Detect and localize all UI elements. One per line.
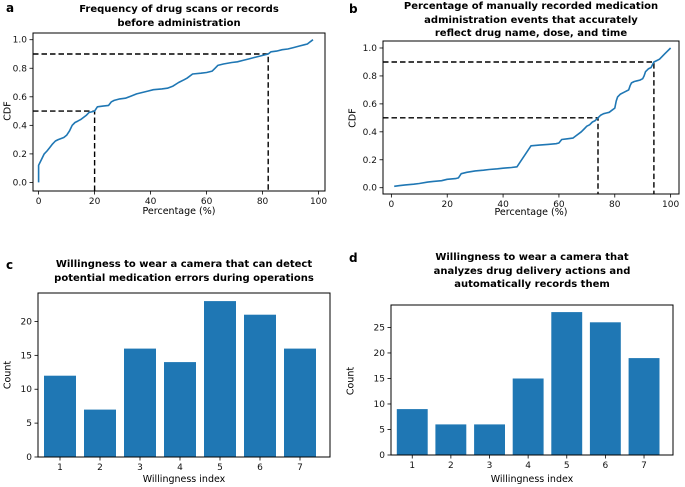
guide-dashed-0.5 [383, 117, 599, 194]
panel-d: d Willingness to wear a camera that anal… [343, 244, 685, 487]
panel-c: c Willingness to wear a camera that can … [0, 244, 342, 487]
x-tick-label: 5 [217, 463, 223, 473]
y-tick-label: 0 [379, 451, 385, 461]
bar-4 [512, 378, 544, 455]
x-tick-label: 40 [497, 200, 509, 210]
bar-6 [589, 322, 621, 455]
y-tick-label: 20 [21, 317, 33, 327]
x-tick-label: 7 [641, 461, 647, 471]
bar-3 [474, 424, 505, 455]
panel-d-xlabel: Willingness index [490, 474, 574, 485]
y-tick-label: 5 [379, 425, 385, 435]
panel-c-title: Willingness to wear a camera that can de… [54, 259, 314, 284]
x-tick-label: 6 [603, 461, 609, 471]
y-tick-label: 0.6 [363, 100, 378, 110]
x-tick-label: 20 [441, 200, 453, 210]
panel-c-plot: 1 2 3 4 5 6 7 0 5 10 15 20 [21, 292, 331, 473]
y-tick-label: 0.6 [13, 93, 28, 103]
panel-d-plot: 1 2 3 4 5 6 7 0 5 10 15 20 25 [374, 304, 674, 471]
y-tick-label: 0.0 [363, 184, 378, 194]
y-tick-label: 0 [26, 453, 32, 463]
x-tick-label: 3 [487, 461, 493, 471]
panel-a: a Frequency of drug scans or records bef… [0, 0, 342, 243]
panel-b-title: Percentage of manually recorded medicati… [403, 1, 659, 39]
panel-a-letter: a [6, 1, 15, 15]
guide-dashed-0.9 [33, 53, 269, 191]
axes-frame [32, 32, 326, 192]
panel-b: b Percentage of manually recorded medica… [343, 0, 685, 243]
cdf-line [394, 47, 672, 188]
x-tick-label: 80 [609, 200, 621, 210]
y-tick-label: 0.4 [13, 121, 28, 131]
y-tick-label: 0.8 [13, 64, 28, 74]
guide-dashed-0.9 [383, 61, 655, 194]
y-tick-label: 20 [374, 349, 386, 359]
y-tick-label: 5 [26, 419, 32, 429]
bar-5 [204, 301, 236, 457]
panel-a-plot: 0 20 40 60 80 100 0.0 0.2 0.4 0.6 0.8 1.0 [13, 32, 327, 207]
y-tick-label: 0.2 [363, 156, 377, 166]
y-tick-label: 0.2 [13, 150, 27, 160]
x-tick-label: 60 [553, 200, 565, 210]
x-tick-label: 40 [145, 197, 157, 207]
panel-c-xlabel: Willingness index [142, 474, 226, 485]
y-tick-label: 1.0 [363, 44, 378, 54]
bar-4 [164, 362, 196, 457]
x-tick-label: 4 [525, 461, 531, 471]
axes-frame [390, 304, 674, 456]
y-tick-label: 10 [374, 400, 386, 410]
x-tick-label: 5 [564, 461, 570, 471]
axes-frame [382, 40, 680, 195]
y-tick-label: 0.4 [363, 128, 378, 138]
x-tick-label: 60 [201, 197, 213, 207]
panel-d-title: Willingness to wear a camera that analyz… [433, 252, 631, 290]
guide-dashed-0.5 [33, 110, 96, 191]
x-tick-label: 80 [257, 197, 269, 207]
y-tick-label: 1.0 [13, 36, 28, 46]
x-tick-label: 2 [448, 461, 454, 471]
bar-3 [124, 348, 156, 457]
x-tick-label: 1 [409, 461, 415, 471]
bar-1 [44, 375, 76, 457]
panel-d-letter: d [349, 251, 358, 265]
bar-7 [628, 358, 660, 455]
x-tick-label: 0 [389, 200, 395, 210]
y-tick-label: 15 [374, 374, 385, 384]
bar-1 [396, 409, 428, 455]
bar-6 [244, 314, 276, 457]
x-tick-label: 0 [36, 197, 42, 207]
x-tick-label: 2 [97, 463, 103, 473]
bar-2 [435, 424, 467, 455]
x-tick-label: 3 [137, 463, 143, 473]
y-tick-label: 15 [21, 351, 32, 361]
axes-frame [37, 292, 331, 458]
x-tick-label: 7 [297, 463, 303, 473]
bar-7 [284, 348, 316, 457]
panel-b-letter: b [349, 2, 358, 16]
x-tick-label: 4 [177, 463, 183, 473]
panel-a-title: Frequency of drug scans or records befor… [79, 4, 279, 29]
bar-5 [551, 312, 583, 455]
y-tick-label: 10 [21, 385, 33, 395]
x-tick-label: 100 [310, 197, 327, 207]
y-tick-label: 25 [374, 323, 385, 333]
x-tick-label: 100 [662, 200, 679, 210]
x-tick-label: 6 [257, 463, 263, 473]
panel-b-xlabel: Percentage (%) [494, 207, 568, 218]
y-tick-label: 0.8 [363, 72, 378, 82]
panel-b-plot: 0 20 40 60 80 100 0.0 0.2 0.4 0.6 0.8 1.0 [363, 40, 680, 210]
panel-a-xlabel: Percentage (%) [142, 206, 216, 217]
panel-c-letter: c [6, 258, 14, 272]
x-tick-label: 20 [89, 197, 101, 207]
cdf-line [37, 39, 314, 183]
bar-2 [84, 409, 116, 457]
x-tick-label: 1 [57, 463, 63, 473]
y-tick-label: 0.0 [13, 178, 28, 188]
